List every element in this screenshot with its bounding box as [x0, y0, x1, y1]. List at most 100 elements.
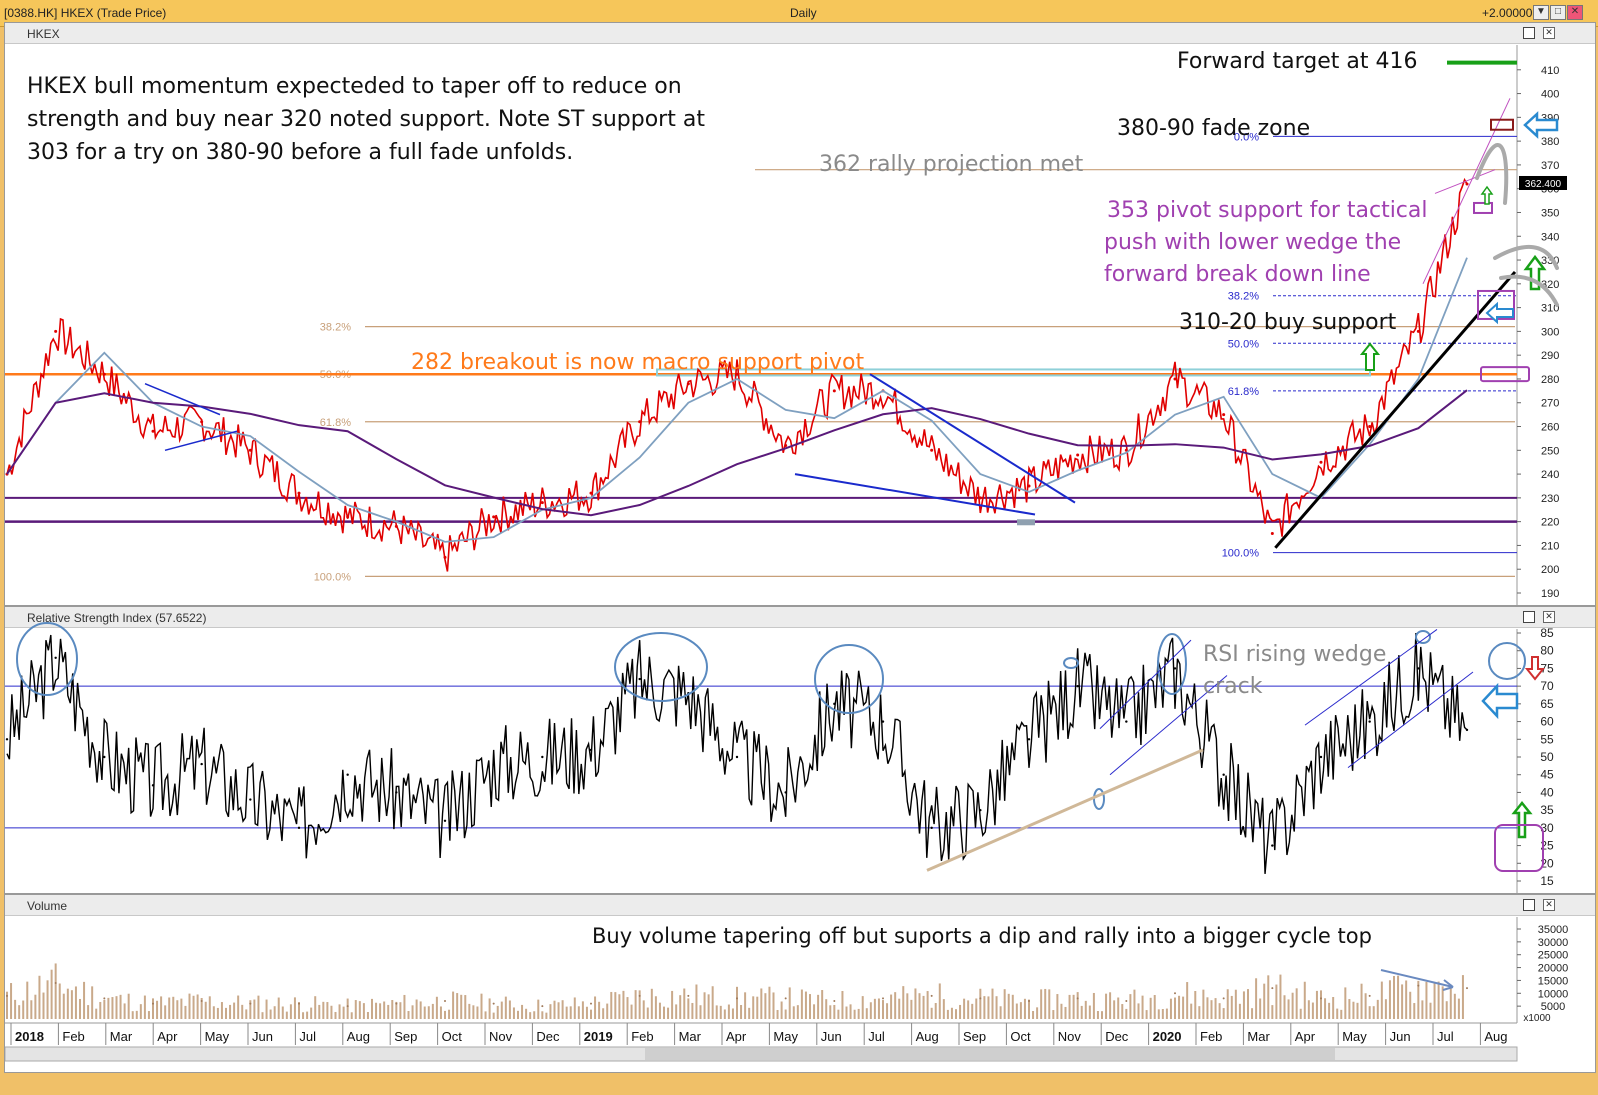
- rsi-point-2019-06: [833, 702, 836, 706]
- volume-point-2019-06: [833, 1000, 836, 1002]
- price-tick-label: 210: [1541, 540, 1559, 552]
- x-tick-label: Aug: [347, 1029, 370, 1044]
- x-tick-label: Apr: [157, 1029, 178, 1044]
- fib-right-label: 50.0%: [1228, 338, 1259, 350]
- rsi-tick-label: 75: [1540, 661, 1554, 675]
- vol-tick-label: 5000: [1541, 1001, 1565, 1013]
- vol-multiplier: x1000: [1523, 1013, 1551, 1024]
- price-chart: 190 200 210 220 230 240 250 260 270 280 290 300 310 3…: [5, 45, 1567, 605]
- volume-point-2020-06: [1417, 984, 1420, 987]
- rsi-tick-label: 40: [1540, 785, 1554, 799]
- rsi-point-2018-02: [54, 656, 57, 659]
- price-tick-label: 280: [1541, 374, 1559, 386]
- rsi-point-2018-07: [297, 826, 301, 830]
- projection-path: [1475, 143, 1559, 307]
- rsi-close-icon[interactable]: ✕: [1543, 611, 1555, 623]
- buy-support-label: 310-20 buy support: [1179, 310, 1397, 335]
- panel-maximize-icon[interactable]: [1523, 27, 1535, 39]
- panel-close-icon[interactable]: ✕: [1543, 27, 1555, 39]
- volume-point-2019-03: [687, 994, 690, 997]
- price-tick-label: 290: [1541, 350, 1559, 362]
- rsi-channel-lower: [1347, 671, 1474, 769]
- rsi-point-2019-05: [784, 791, 787, 794]
- rsi-point-2020-04: [1319, 755, 1323, 759]
- volume-point-2019-09: [979, 997, 982, 1000]
- rsi-point-2018-10: [443, 819, 447, 822]
- volume-point-2020-04: [1320, 997, 1322, 1000]
- x-tick-label: Jun: [1390, 1029, 1411, 1044]
- dropdown-icon[interactable]: ▼: [1533, 5, 1549, 20]
- rally-projection-label: 362 rally projection met: [819, 152, 1084, 177]
- price-point-2020-05: [1368, 425, 1372, 429]
- price-tick-label: 270: [1541, 398, 1559, 410]
- price-point-2018-05: [200, 420, 204, 424]
- x-tick-label: Apr: [1295, 1029, 1316, 1044]
- price-tick-label: 350: [1541, 207, 1559, 219]
- price-tick-label: 370: [1541, 160, 1559, 172]
- rsi-box: [1494, 824, 1544, 872]
- volume-point-2019-07: [882, 997, 884, 1000]
- maximize-icon[interactable]: □: [1550, 5, 1566, 20]
- x-tick-label: Feb: [62, 1029, 84, 1044]
- rsi-tick-label: 85: [1540, 626, 1554, 640]
- vol-tick-label: 30000: [1538, 937, 1569, 949]
- left-arrow-icon: [1523, 111, 1559, 139]
- rsi-point-2020-07: [1465, 728, 1469, 732]
- volume-maximize-icon[interactable]: [1523, 899, 1535, 911]
- close-icon[interactable]: ✕: [1567, 5, 1583, 20]
- rsi-mark-3: [1488, 642, 1526, 680]
- rsi-wedge-lower: [1109, 675, 1228, 776]
- rsi-series: [6, 632, 1468, 874]
- price-point-2020-03: [1270, 532, 1274, 536]
- period-label: Daily: [790, 6, 817, 20]
- x-tick-label: Dec: [536, 1029, 560, 1044]
- headline-line-0: HKEX bull momentum expecteded to taper o…: [27, 74, 682, 99]
- rsi-annotation-line-0: RSI rising wedge: [1203, 642, 1386, 667]
- wedge-top-line: [869, 373, 1076, 504]
- rsi-tick-label: 70: [1540, 679, 1554, 693]
- ma-short: [6, 257, 1468, 543]
- price-point-2019-08: [930, 448, 934, 452]
- price-point-2019-02: [638, 420, 642, 424]
- rsi-tick-label: 55: [1540, 732, 1554, 746]
- price-tick-label: 400: [1541, 89, 1559, 101]
- ma-long: [6, 389, 1468, 517]
- rsi-mark-2: [1415, 630, 1431, 644]
- rsi-panel: Relative Strength Index (57.6522) 15 20 25…: [4, 606, 1596, 894]
- volume-annotation: Buy volume tapering off but suports a di…: [592, 924, 1372, 948]
- triangle-bottom-line: [164, 430, 238, 452]
- low-marker: [1017, 519, 1035, 526]
- volume-close-icon[interactable]: ✕: [1543, 899, 1555, 911]
- rsi-tick-label: 65: [1540, 697, 1554, 711]
- volume-point-2020-07: [1466, 987, 1468, 990]
- volume-trend-arrow: [1380, 969, 1454, 988]
- rsi-channel-upper: [1304, 629, 1438, 726]
- x-tick-label: Nov: [1058, 1029, 1082, 1044]
- volume-point-2020-03: [1271, 987, 1274, 990]
- fib-label: 61.8%: [320, 417, 351, 429]
- x-tick-label: Mar: [110, 1029, 133, 1044]
- volume-point-2019-05: [784, 997, 787, 1000]
- volume-point-2019-02: [638, 994, 641, 997]
- volume-point-2019-11: [1076, 997, 1079, 1000]
- rsi-point-2020-03: [1271, 844, 1274, 847]
- left-arrow-small-icon: [1485, 301, 1514, 325]
- vol-tick-label: 20000: [1538, 963, 1569, 975]
- headline-line-2: 303 for a try on 380-90 before a full fa…: [27, 140, 573, 165]
- vol-tick-label: 25000: [1538, 950, 1569, 962]
- rsi-point-2020-06: [1417, 667, 1420, 670]
- volume-point-2018-05: [200, 1000, 203, 1002]
- x-tick-label: Sep: [963, 1029, 986, 1044]
- price-point-2020-01: [1173, 377, 1177, 381]
- price-panel-title: HKEX: [27, 27, 60, 41]
- x-tick-label: Jul: [1437, 1029, 1454, 1044]
- rsi-point-2018-06: [249, 798, 252, 801]
- rsi-maximize-icon[interactable]: [1523, 611, 1535, 623]
- rsi-point-2019-10: [1027, 738, 1031, 741]
- rsi-tick-label: 35: [1540, 803, 1554, 817]
- rsi-point-2019-08: [930, 826, 933, 830]
- volume-point-2018-01: [6, 994, 8, 997]
- up-arrow-icon: [1359, 342, 1381, 371]
- wedge-bottom-line: [794, 473, 1036, 516]
